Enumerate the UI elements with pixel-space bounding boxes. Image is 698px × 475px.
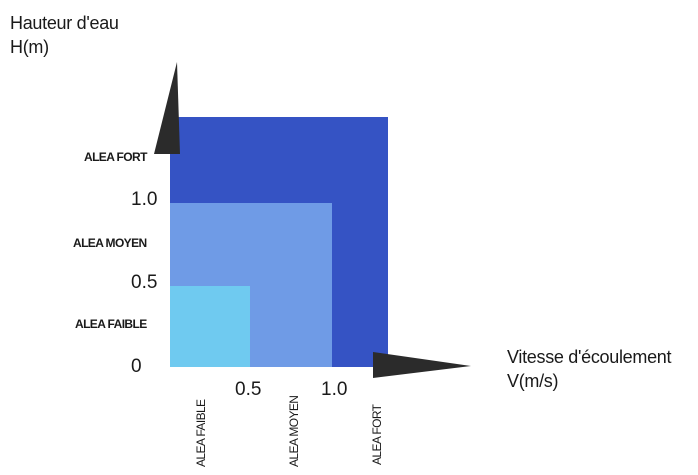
x-tick-1: 1.0 — [321, 379, 348, 400]
y-tick-0-5: 0.5 — [131, 272, 158, 293]
y-axis-title-line1: Hauteur d'eau — [10, 13, 119, 33]
y-label-alea-moyen: ALEA MOYEN — [73, 236, 147, 250]
x-label-alea-moyen: ALEA MOYEN — [287, 395, 301, 467]
y-axis-arrowhead — [154, 62, 180, 154]
x-label-alea-fort: ALEA FORT — [370, 404, 384, 465]
y-label-alea-fort: ALEA FORT — [84, 150, 147, 164]
y-label-alea-faible: ALEA FAIBLE — [75, 317, 147, 331]
x-axis-title-line2: V(m/s) — [507, 371, 559, 391]
x-axis-title-line1: Vitesse d'écoulement — [507, 347, 672, 367]
zone-alea-faible — [170, 286, 250, 367]
y-tick-1: 1.0 — [131, 189, 158, 210]
x-tick-0-5: 0.5 — [235, 379, 262, 400]
y-axis-title-line2: H(m) — [10, 37, 49, 57]
x-axis-title: Vitesse d'écoulement V(m/s) — [507, 345, 672, 393]
y-axis-title: Hauteur d'eau H(m) — [10, 11, 119, 59]
x-axis-arrowhead — [373, 352, 471, 378]
x-label-alea-faible: ALEA FAIBLE — [194, 399, 208, 467]
y-tick-0: 0 — [131, 356, 142, 377]
